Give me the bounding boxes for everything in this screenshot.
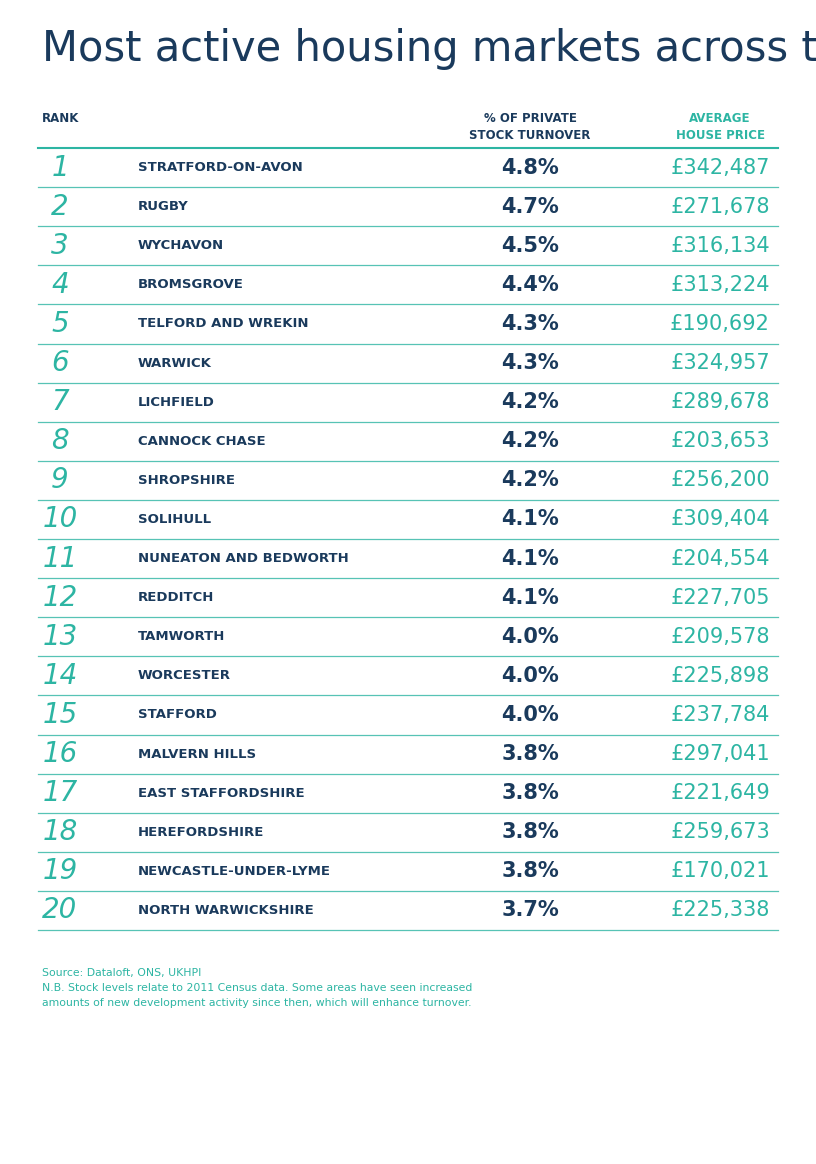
Text: £190,692: £190,692 xyxy=(670,314,770,334)
Text: 10: 10 xyxy=(42,505,78,533)
Text: Most active housing markets across the region: Most active housing markets across the r… xyxy=(42,28,816,70)
Text: 8: 8 xyxy=(51,427,69,455)
Text: 4.1%: 4.1% xyxy=(501,588,559,608)
Text: £316,134: £316,134 xyxy=(670,236,769,256)
Text: 4.0%: 4.0% xyxy=(501,626,559,647)
Text: 3.8%: 3.8% xyxy=(501,744,559,764)
Text: RUGBY: RUGBY xyxy=(138,200,188,213)
Text: 14: 14 xyxy=(42,662,78,690)
Text: 4.3%: 4.3% xyxy=(501,353,559,372)
Text: 3.8%: 3.8% xyxy=(501,822,559,843)
Text: 3: 3 xyxy=(51,232,69,260)
Text: 4.0%: 4.0% xyxy=(501,666,559,686)
Text: £225,338: £225,338 xyxy=(670,901,769,921)
Text: SOLIHULL: SOLIHULL xyxy=(138,513,211,526)
Text: 4.1%: 4.1% xyxy=(501,548,559,568)
Text: WYCHAVON: WYCHAVON xyxy=(138,240,224,253)
Text: TAMWORTH: TAMWORTH xyxy=(138,630,225,644)
Text: 4.8%: 4.8% xyxy=(501,157,559,178)
Text: STRATFORD-ON-AVON: STRATFORD-ON-AVON xyxy=(138,161,303,175)
Text: TELFORD AND WREKIN: TELFORD AND WREKIN xyxy=(138,318,308,331)
Text: MALVERN HILLS: MALVERN HILLS xyxy=(138,747,256,760)
Text: £324,957: £324,957 xyxy=(670,353,769,372)
Text: 9: 9 xyxy=(51,467,69,495)
Text: 15: 15 xyxy=(42,701,78,729)
Text: LICHFIELD: LICHFIELD xyxy=(138,396,215,409)
Text: 7: 7 xyxy=(51,388,69,417)
Text: 11: 11 xyxy=(42,545,78,573)
Text: EAST STAFFORDSHIRE: EAST STAFFORDSHIRE xyxy=(138,787,304,800)
Text: REDDITCH: REDDITCH xyxy=(138,591,215,604)
Text: 6: 6 xyxy=(51,349,69,377)
Text: 4.1%: 4.1% xyxy=(501,510,559,530)
Text: 4.3%: 4.3% xyxy=(501,314,559,334)
Text: 2: 2 xyxy=(51,193,69,221)
Text: 3.8%: 3.8% xyxy=(501,861,559,881)
Text: 16: 16 xyxy=(42,740,78,768)
Text: STAFFORD: STAFFORD xyxy=(138,709,217,722)
Text: 3.7%: 3.7% xyxy=(501,901,559,921)
Text: £209,578: £209,578 xyxy=(670,626,769,647)
Text: £204,554: £204,554 xyxy=(670,548,769,568)
Text: 4: 4 xyxy=(51,271,69,299)
Text: £237,784: £237,784 xyxy=(670,705,769,725)
Text: 12: 12 xyxy=(42,583,78,611)
Text: 19: 19 xyxy=(42,858,78,886)
Text: 5: 5 xyxy=(51,310,69,338)
Text: % OF PRIVATE
STOCK TURNOVER: % OF PRIVATE STOCK TURNOVER xyxy=(469,112,591,142)
Text: 4.2%: 4.2% xyxy=(501,431,559,452)
Text: HEREFORDSHIRE: HEREFORDSHIRE xyxy=(138,825,264,839)
Text: AVERAGE
HOUSE PRICE: AVERAGE HOUSE PRICE xyxy=(676,112,765,142)
Text: 18: 18 xyxy=(42,818,78,846)
Text: WORCESTER: WORCESTER xyxy=(138,669,231,682)
Text: £289,678: £289,678 xyxy=(670,392,769,412)
Text: NORTH WARWICKSHIRE: NORTH WARWICKSHIRE xyxy=(138,904,313,917)
Text: 4.2%: 4.2% xyxy=(501,470,559,490)
Text: 4.2%: 4.2% xyxy=(501,392,559,412)
Text: BROMSGROVE: BROMSGROVE xyxy=(138,278,244,291)
Text: 1: 1 xyxy=(51,154,69,182)
Text: 17: 17 xyxy=(42,779,78,807)
Text: £225,898: £225,898 xyxy=(670,666,769,686)
Text: RANK: RANK xyxy=(42,112,79,125)
Text: £227,705: £227,705 xyxy=(670,588,769,608)
Text: CANNOCK CHASE: CANNOCK CHASE xyxy=(138,434,266,448)
Text: 4.7%: 4.7% xyxy=(501,197,559,217)
Text: SHROPSHIRE: SHROPSHIRE xyxy=(138,474,235,487)
Text: £203,653: £203,653 xyxy=(670,431,769,452)
Text: £342,487: £342,487 xyxy=(670,157,769,178)
Text: 13: 13 xyxy=(42,623,78,651)
Text: 4.4%: 4.4% xyxy=(501,275,559,294)
Text: NEWCASTLE-UNDER-LYME: NEWCASTLE-UNDER-LYME xyxy=(138,865,331,878)
Text: £259,673: £259,673 xyxy=(670,822,769,843)
Text: 20: 20 xyxy=(42,896,78,924)
Text: WARWICK: WARWICK xyxy=(138,356,212,369)
Text: £221,649: £221,649 xyxy=(670,783,769,803)
Text: 4.5%: 4.5% xyxy=(501,236,559,256)
Text: £309,404: £309,404 xyxy=(670,510,769,530)
Text: £297,041: £297,041 xyxy=(670,744,769,764)
Text: Source: Dataloft, ONS, UKHPI
N.B. Stock levels relate to 2011 Census data. Some : Source: Dataloft, ONS, UKHPI N.B. Stock … xyxy=(42,968,472,1008)
Text: £170,021: £170,021 xyxy=(670,861,769,881)
Text: £271,678: £271,678 xyxy=(670,197,769,217)
Text: NUNEATON AND BEDWORTH: NUNEATON AND BEDWORTH xyxy=(138,552,348,565)
Text: £256,200: £256,200 xyxy=(670,470,769,490)
Text: £313,224: £313,224 xyxy=(670,275,769,294)
Text: 4.0%: 4.0% xyxy=(501,705,559,725)
Text: 3.8%: 3.8% xyxy=(501,783,559,803)
